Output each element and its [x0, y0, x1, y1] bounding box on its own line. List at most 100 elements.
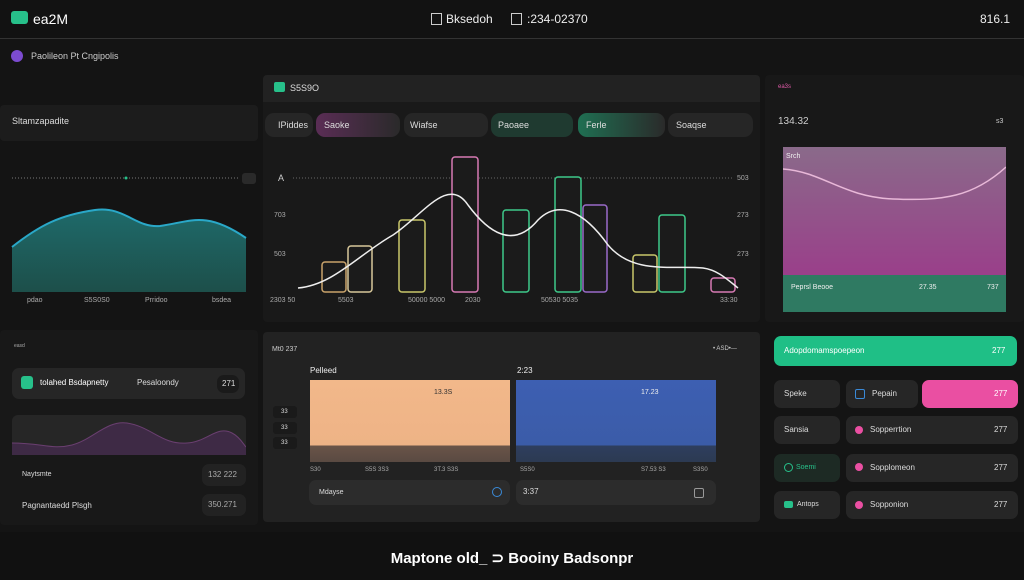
row-dot [855, 501, 863, 509]
tag: ea3s [778, 84, 792, 90]
input-icon [492, 487, 502, 497]
row-mid-label: Sopplomeon [870, 463, 915, 472]
row-label: Naytsmte [22, 471, 52, 478]
x-label: Prridoo [145, 297, 168, 304]
main-title: S5S9O [290, 83, 320, 93]
col-title: 2:23 [517, 366, 533, 375]
card-value: 271 [222, 379, 236, 388]
footer-value: 27.35 [919, 284, 937, 291]
row-left[interactable] [774, 416, 840, 444]
primary-button[interactable] [774, 336, 1017, 366]
y-label: 503 [274, 251, 286, 258]
tab-label: Paoaee [498, 120, 530, 130]
row-mid[interactable] [846, 454, 1018, 482]
y-label: 503 [737, 175, 749, 182]
orange-block [310, 380, 510, 462]
x-label: 5503 [338, 297, 354, 304]
row-mid-label: Sopperrtion [870, 425, 912, 434]
avatar [11, 50, 23, 62]
profile: Paolileon Pt Cngipolis [31, 51, 119, 61]
input-icon [694, 488, 704, 498]
x-label: 2303 50 [270, 297, 296, 304]
row-dot [855, 426, 863, 434]
block-label: 17.23 [641, 389, 659, 396]
x-label: S30 [310, 467, 321, 473]
row-mid[interactable] [846, 380, 918, 408]
footer-value: 737 [987, 284, 999, 291]
x-label: S5S0S0 [84, 297, 110, 304]
info-card [12, 368, 245, 399]
row-icon [855, 389, 865, 399]
button-value: 277 [992, 346, 1006, 355]
tab[interactable] [316, 113, 400, 137]
row-icon [784, 501, 793, 508]
tab[interactable] [578, 113, 665, 137]
row-value: 277 [994, 463, 1008, 472]
row-mid[interactable] [846, 416, 1018, 444]
tab[interactable] [491, 113, 573, 137]
x-label: 50000 5000 [408, 297, 445, 304]
y-label: 703 [274, 212, 286, 219]
logo: ea2M [33, 11, 69, 27]
x-label: S5S0 [520, 467, 535, 473]
input-label: 3:37 [523, 487, 539, 496]
chart-label: Srch [786, 153, 801, 160]
nav-item[interactable]: :234-02370 [527, 12, 588, 26]
x-label: S5S 3S3 [365, 467, 389, 473]
row-value: 350.271 [208, 500, 237, 509]
unit: s3 [996, 118, 1004, 125]
gradient-chart [783, 147, 1006, 312]
value: 134.32 [778, 116, 809, 127]
top-bar [0, 0, 1024, 39]
x-label: S3S0 [693, 467, 708, 473]
side-box [273, 437, 297, 449]
input[interactable] [516, 480, 716, 505]
footer-bar [0, 532, 1024, 580]
bar-chart [293, 156, 739, 293]
side-label: 33 [281, 409, 288, 415]
tab-label: Saoke [324, 120, 350, 130]
row-value: 277 [994, 425, 1008, 434]
row-mid-label: Sopponion [870, 500, 909, 509]
panel-title: Mt0 237 [272, 346, 298, 353]
row-left[interactable] [774, 380, 840, 408]
tab-label: IPiddes [278, 120, 309, 130]
area-chart [11, 173, 256, 292]
tab-label: Soaqse [676, 120, 707, 130]
tab[interactable] [265, 113, 313, 137]
y-label: A [278, 173, 285, 183]
nav-item[interactable]: Bksedoh [446, 12, 493, 26]
x-label: S7.53 S3 [641, 467, 666, 473]
y-label: 273 [737, 251, 749, 258]
col-title: Pelleed [310, 366, 337, 375]
nav-icon [431, 13, 442, 25]
row-icon [784, 463, 793, 472]
tab-label: Ferle [586, 120, 607, 130]
input-label: Mdayse [319, 489, 344, 496]
tab[interactable] [404, 113, 488, 137]
value-box [202, 464, 246, 486]
tag: easd [14, 343, 25, 349]
row-pill[interactable] [922, 380, 1018, 408]
row-value: 277 [994, 500, 1008, 509]
value-box [202, 494, 246, 516]
footer-text: Maptone old_ ⊃ Booiny Badsonpr [390, 550, 634, 567]
wave-card [12, 415, 246, 455]
main-icon [274, 82, 285, 92]
block-label: 13.3S [434, 389, 453, 396]
nav-icon [511, 13, 522, 25]
row-mid[interactable] [846, 491, 1018, 519]
row-left-label: Soemi [796, 464, 816, 471]
row-left-label: Antops [797, 501, 819, 508]
tab[interactable] [668, 113, 753, 137]
row-dot [855, 463, 863, 471]
x-label: pdao [27, 297, 43, 304]
side-box [273, 422, 297, 434]
panel-title: Sltamzapadite [12, 116, 70, 126]
x-label: 2030 [465, 297, 481, 304]
logo-icon [11, 11, 28, 24]
row-value: 132 222 [208, 470, 237, 479]
input[interactable] [309, 480, 510, 505]
row-left-label: Speke [784, 389, 807, 398]
